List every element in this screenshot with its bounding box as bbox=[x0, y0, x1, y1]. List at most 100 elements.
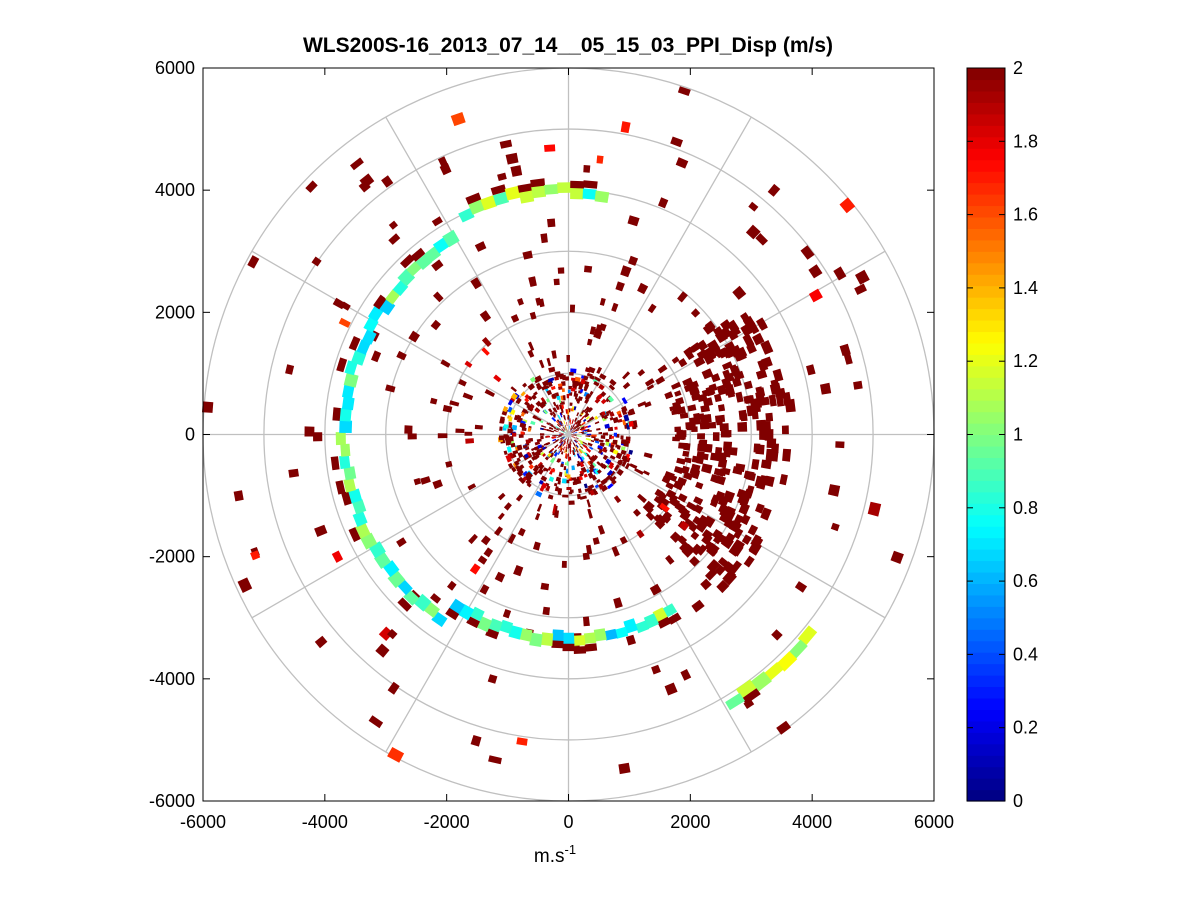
colorbar-band bbox=[967, 216, 1005, 229]
near-field-cell bbox=[566, 474, 571, 479]
near-field-cell bbox=[569, 439, 572, 445]
mid-range-cell bbox=[587, 338, 593, 346]
near-field-cell bbox=[562, 446, 565, 451]
near-field-cell bbox=[545, 398, 550, 403]
east-cluster-cell bbox=[737, 421, 748, 432]
near-field-cell bbox=[583, 418, 587, 423]
near-field-cell bbox=[604, 423, 610, 429]
near-field-cell bbox=[599, 462, 606, 469]
outer-echo-cell bbox=[830, 522, 840, 532]
near-field-cell bbox=[582, 441, 588, 445]
near-field-cell bbox=[574, 396, 578, 400]
mid-range-cell bbox=[517, 298, 524, 306]
near-field-cell bbox=[579, 473, 584, 477]
near-field-cell bbox=[578, 448, 583, 454]
mid-range-cell bbox=[691, 599, 705, 613]
colorbar-band bbox=[967, 148, 1005, 161]
mid-range-cell bbox=[474, 241, 487, 252]
near-field-cell bbox=[511, 424, 518, 431]
near-field-cell bbox=[621, 397, 628, 405]
east-cluster-cell bbox=[706, 559, 721, 574]
west-arc-cell bbox=[339, 455, 351, 470]
colorbar-tick-label: 1.6 bbox=[1013, 205, 1038, 225]
near-field-cell bbox=[552, 414, 556, 418]
near-field-cell bbox=[560, 463, 564, 468]
mid-range-cell bbox=[702, 322, 716, 335]
mid-range-cell bbox=[570, 304, 576, 313]
outer-echo-cell bbox=[359, 173, 375, 188]
mid-range-cell bbox=[679, 412, 689, 419]
near-field-cell bbox=[578, 439, 583, 443]
near-field-cell bbox=[609, 455, 616, 460]
near-field-cell bbox=[510, 392, 518, 400]
east-cluster-cell bbox=[707, 421, 717, 429]
mid-range-cell bbox=[522, 250, 533, 260]
south-arc-cell bbox=[519, 628, 533, 642]
near-field-cell bbox=[594, 440, 600, 444]
colorbar-band bbox=[967, 262, 1005, 275]
near-field-cell bbox=[552, 440, 558, 444]
near-field-cell bbox=[561, 478, 567, 484]
south-arc-cell bbox=[562, 643, 575, 652]
east-cluster-cell bbox=[697, 433, 705, 440]
near-field-cell bbox=[557, 451, 561, 455]
colorbar-band bbox=[967, 514, 1005, 527]
east-cluster-cell bbox=[729, 560, 742, 574]
near-field-cell bbox=[571, 425, 575, 431]
near-field-cell bbox=[499, 426, 503, 431]
mid-range-cell bbox=[689, 556, 700, 567]
colorbar-band bbox=[967, 537, 1005, 550]
y-tick-label: -6000 bbox=[149, 791, 195, 811]
outer-echo-cell bbox=[487, 674, 498, 684]
near-field-cell bbox=[574, 427, 579, 431]
east-cluster-cell bbox=[741, 534, 752, 545]
near-field-cell bbox=[609, 378, 617, 387]
east-cluster-cell bbox=[673, 466, 684, 475]
near-field-cell bbox=[556, 395, 561, 401]
west-arc-cell bbox=[413, 593, 432, 612]
near-field-cell bbox=[603, 415, 608, 420]
mid-range-cell bbox=[497, 512, 505, 520]
west-arc-cell bbox=[340, 443, 351, 457]
near-field-cell bbox=[548, 449, 553, 454]
near-field-cell bbox=[515, 397, 522, 405]
east-cluster-cell bbox=[667, 474, 678, 482]
near-field-cell bbox=[546, 429, 552, 432]
east-cluster-cell bbox=[729, 447, 738, 456]
near-field-cell bbox=[546, 435, 550, 438]
near-field-cell bbox=[553, 429, 557, 432]
east-cluster-cell bbox=[759, 429, 769, 441]
near-field-cell bbox=[528, 464, 534, 470]
near-field-cell bbox=[516, 444, 523, 451]
colorbar-band bbox=[967, 182, 1005, 195]
outer-echo-cell bbox=[499, 139, 513, 149]
southeast-arc-cell bbox=[764, 662, 784, 681]
west-arc-cell bbox=[406, 260, 422, 277]
outer-echo-cell bbox=[843, 352, 853, 365]
near-field-cell bbox=[617, 445, 621, 450]
near-field-cell bbox=[610, 444, 615, 449]
mid-range-cell bbox=[781, 425, 789, 435]
mid-range-cell bbox=[437, 433, 448, 439]
southeast-arc-cell bbox=[788, 639, 808, 660]
mid-range-cell bbox=[458, 379, 467, 387]
east-cluster-cell bbox=[724, 387, 733, 396]
near-field-cell bbox=[578, 396, 583, 401]
near-field-cell bbox=[554, 486, 559, 492]
near-field-cell bbox=[569, 456, 572, 461]
near-field-cell bbox=[623, 440, 630, 447]
near-field-cell bbox=[575, 448, 579, 453]
near-field-cell bbox=[543, 409, 548, 415]
outer-echo-cell bbox=[767, 183, 781, 197]
near-field-cell bbox=[540, 433, 545, 436]
east-cluster-cell bbox=[755, 369, 768, 380]
near-field-cell bbox=[580, 378, 586, 385]
mid-range-cell bbox=[464, 360, 473, 368]
x-tick-label: -4000 bbox=[302, 812, 348, 832]
near-field-cell bbox=[586, 393, 592, 398]
near-field-cell bbox=[576, 423, 582, 428]
east-cluster-cell bbox=[695, 481, 704, 490]
east-cluster-cell bbox=[696, 455, 705, 465]
near-field-cell bbox=[561, 401, 565, 405]
mid-range-cell bbox=[634, 468, 644, 475]
